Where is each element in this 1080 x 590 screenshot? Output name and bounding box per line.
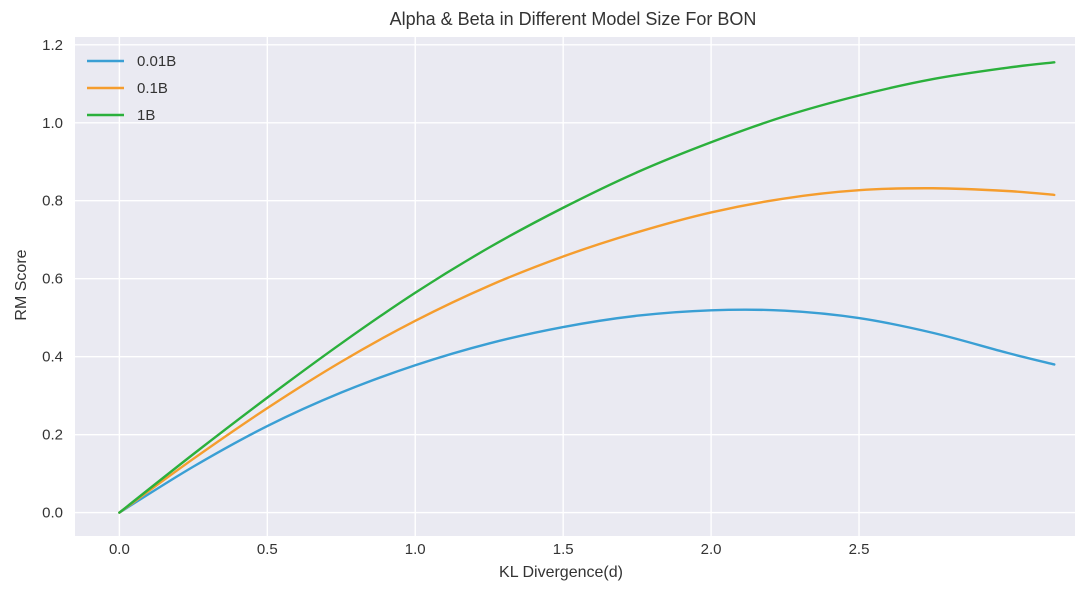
y-tick-label: 0.6 (42, 271, 63, 288)
legend-label: 0.1B (137, 80, 168, 97)
x-tick-label: 1.5 (553, 541, 574, 558)
x-axis-label: KL Divergence(d) (499, 564, 623, 581)
grid (75, 37, 1075, 536)
legend: 0.01B 0.1B 1B (87, 53, 176, 124)
series-line-0.1B (118, 187, 1056, 514)
x-tick-label: 2.5 (849, 541, 870, 558)
legend-label: 0.01B (137, 53, 176, 70)
series-line-0.01B (118, 308, 1056, 514)
y-tick-label: 1.2 (42, 37, 63, 54)
y-tick-label: 0.0 (42, 505, 63, 522)
plot-area (75, 37, 1075, 536)
series-lines (118, 61, 1056, 514)
x-tick-label: 0.5 (257, 541, 278, 558)
legend-label: 1B (137, 107, 155, 124)
x-tick-label: 2.0 (701, 541, 722, 558)
y-tick-label: 0.4 (42, 349, 63, 366)
x-tick-label: 1.0 (405, 541, 426, 558)
y-axis-label: RM Score (13, 249, 30, 320)
y-tick-label: 0.8 (42, 193, 63, 210)
chart-title: Alpha & Beta in Different Model Size For… (390, 9, 757, 29)
series-line-1B (118, 61, 1056, 514)
y-tick-label: 0.2 (42, 427, 63, 444)
x-tick-label: 0.0 (109, 541, 130, 558)
tick-labels: 0.0 0.5 1.0 1.5 2.0 2.5 0.0 0.2 0.4 0.6 0.8 1.0 1.2 (42, 37, 869, 558)
y-tick-label: 1.0 (42, 115, 63, 132)
